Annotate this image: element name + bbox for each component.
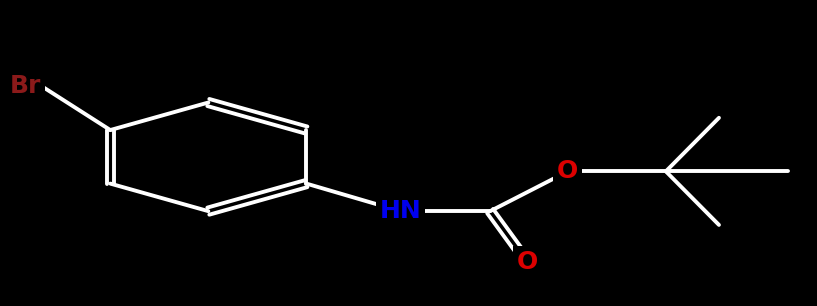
- Text: Br: Br: [10, 74, 41, 98]
- Text: O: O: [557, 159, 578, 183]
- Text: HN: HN: [379, 199, 422, 223]
- Text: O: O: [516, 250, 538, 274]
